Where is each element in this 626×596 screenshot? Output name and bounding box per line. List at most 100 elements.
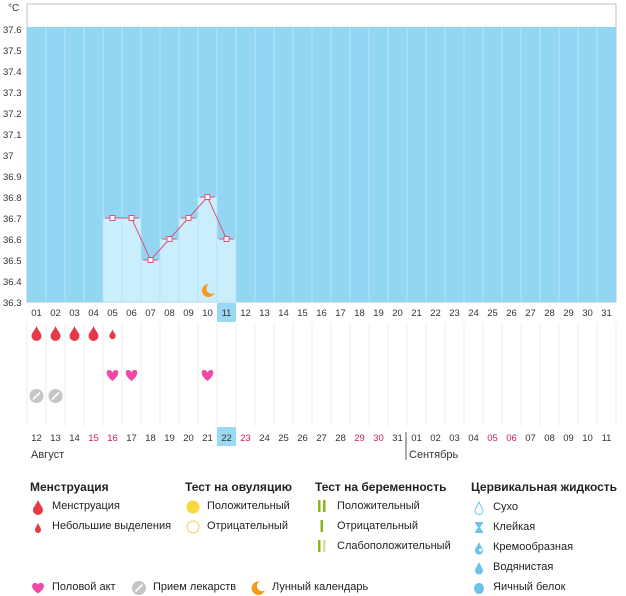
moon-icon <box>251 581 265 596</box>
calendar-date-label: 21 <box>202 433 213 444</box>
cycle-day-label: 09 <box>183 308 194 319</box>
temperature-fill-bar <box>102 217 123 303</box>
empty-circle-icon <box>186 520 200 534</box>
cycle-day-label: 28 <box>544 308 555 319</box>
temperature-point <box>128 215 135 221</box>
highlighted-day <box>217 303 236 322</box>
temperature-fill-bar <box>140 259 161 303</box>
y-tick-label: 36.8 <box>3 193 22 204</box>
y-tick-label: 37.4 <box>3 67 22 78</box>
y-tick-label: 36.3 <box>3 298 22 309</box>
y-tick-label: 36.5 <box>3 256 22 267</box>
two-stripes-icon <box>318 500 326 512</box>
temperature-fill-bar <box>121 217 142 303</box>
highlighted-date <box>217 427 236 446</box>
one-stripe-icon <box>320 520 323 532</box>
y-tick-label: 37 <box>3 151 14 162</box>
calendar-date-label: 31 <box>392 433 403 444</box>
temperature-point <box>204 194 211 200</box>
filled-circle-icon <box>186 500 200 514</box>
cycle-day-label: 26 <box>506 308 517 319</box>
blood-drop-icon <box>33 500 43 515</box>
cycle-day-label: 17 <box>335 308 346 319</box>
y-tick-label: 36.7 <box>3 214 22 225</box>
temperature-point <box>109 215 116 221</box>
calendar-date-label: 09 <box>563 433 574 444</box>
water-drop-icon <box>475 562 483 575</box>
cycle-day-label: 18 <box>354 308 365 319</box>
cycle-day-label: 03 <box>69 308 80 319</box>
pill-icon-line <box>32 391 41 401</box>
y-tick-label: 37.2 <box>3 109 22 120</box>
temperature-fill-bar <box>216 238 237 303</box>
cycle-day-label: 10 <box>202 308 213 319</box>
calendar-date-label: 06 <box>506 433 517 444</box>
calendar-date-label: 11 <box>602 433 612 444</box>
y-tick-label: 37.6 <box>3 25 22 36</box>
cycle-day-label: 20 <box>392 308 403 319</box>
cycle-day-label: 19 <box>373 308 384 319</box>
cycle-day-label: 29 <box>563 308 574 319</box>
cycle-day-label: 25 <box>487 308 498 319</box>
cycle-day-label: 13 <box>259 308 270 319</box>
cycle-day-label: 11 <box>222 308 232 319</box>
cycle-day-label: 12 <box>240 308 251 319</box>
legend-pregnancy-title: Тест на беременность <box>315 480 447 494</box>
calendar-date-label: 05 <box>487 433 498 444</box>
cycle-day-label: 21 <box>411 308 422 319</box>
cycle-day-label: 14 <box>278 308 289 319</box>
calendar-date-label: 08 <box>544 433 555 444</box>
pill-icon <box>132 581 146 595</box>
y-tick-label: 37.3 <box>3 88 22 99</box>
calendar-date-label: 26 <box>297 433 308 444</box>
calendar-date-label: 16 <box>107 433 118 444</box>
cycle-day-label: 30 <box>582 308 593 319</box>
y-tick-label: 37.1 <box>3 130 22 141</box>
cycle-day-label: 22 <box>430 308 441 319</box>
calendar-date-label: 17 <box>126 433 137 444</box>
small-blood-drop-icon <box>35 523 41 533</box>
temperature-point <box>166 236 173 242</box>
y-tick-label: 36.4 <box>3 277 22 288</box>
moon-icon <box>202 283 215 297</box>
small-blood-drop-icon <box>109 329 116 340</box>
blood-drop-icon <box>88 326 99 342</box>
y-tick-label: 36.6 <box>3 235 22 246</box>
calendar-date-label: 12 <box>31 433 42 444</box>
cycle-day-label: 02 <box>50 308 61 319</box>
calendar-date-label: 23 <box>240 433 251 444</box>
blood-drop-icon <box>31 326 42 342</box>
calendar-date-label: 15 <box>88 433 99 444</box>
y-unit-label: °C <box>8 3 19 14</box>
y-tick-label: 37.5 <box>3 46 22 57</box>
cycle-day-label: 23 <box>449 308 460 319</box>
calendar-date-label: 19 <box>164 433 175 444</box>
calendar-date-label: 22 <box>221 433 232 444</box>
legend-cervical-title: Цервикальная жидкость <box>471 480 618 494</box>
heart-icon <box>32 582 44 594</box>
calendar-date-label: 28 <box>335 433 346 444</box>
heart-icon <box>201 370 214 381</box>
blood-drop-icon <box>50 326 61 342</box>
legend-menstruation-title: Менструация <box>30 480 109 494</box>
heart-icon <box>125 370 138 381</box>
cycle-day-label: 24 <box>468 308 479 319</box>
cycle-day-label: 27 <box>525 308 536 319</box>
egg-white-drop-icon <box>474 583 484 594</box>
month-label: Август <box>31 449 64 461</box>
pill-icon-line <box>51 391 60 401</box>
cycle-day-label: 07 <box>145 308 156 319</box>
hourglass-icon <box>475 522 483 533</box>
calendar-date-label: 03 <box>449 433 460 444</box>
temperature-fill-bar <box>159 238 180 303</box>
drop-outline-icon <box>474 500 484 515</box>
calendar-date-label: 01 <box>411 433 422 444</box>
bbt-chart: 36.3 36.4 36.5 36.6 36.7 36.8 36.9 37 37.1 37.2 37… <box>3 3 617 461</box>
cycle-day-label: 06 <box>126 308 137 319</box>
cycle-day-label: 31 <box>601 308 612 319</box>
calendar-date-label: 30 <box>373 433 384 444</box>
cycle-day-label: 04 <box>88 308 99 319</box>
calendar-date-label: 18 <box>145 433 156 444</box>
calendar-date-label: 04 <box>468 433 479 444</box>
temperature-point <box>147 257 154 263</box>
